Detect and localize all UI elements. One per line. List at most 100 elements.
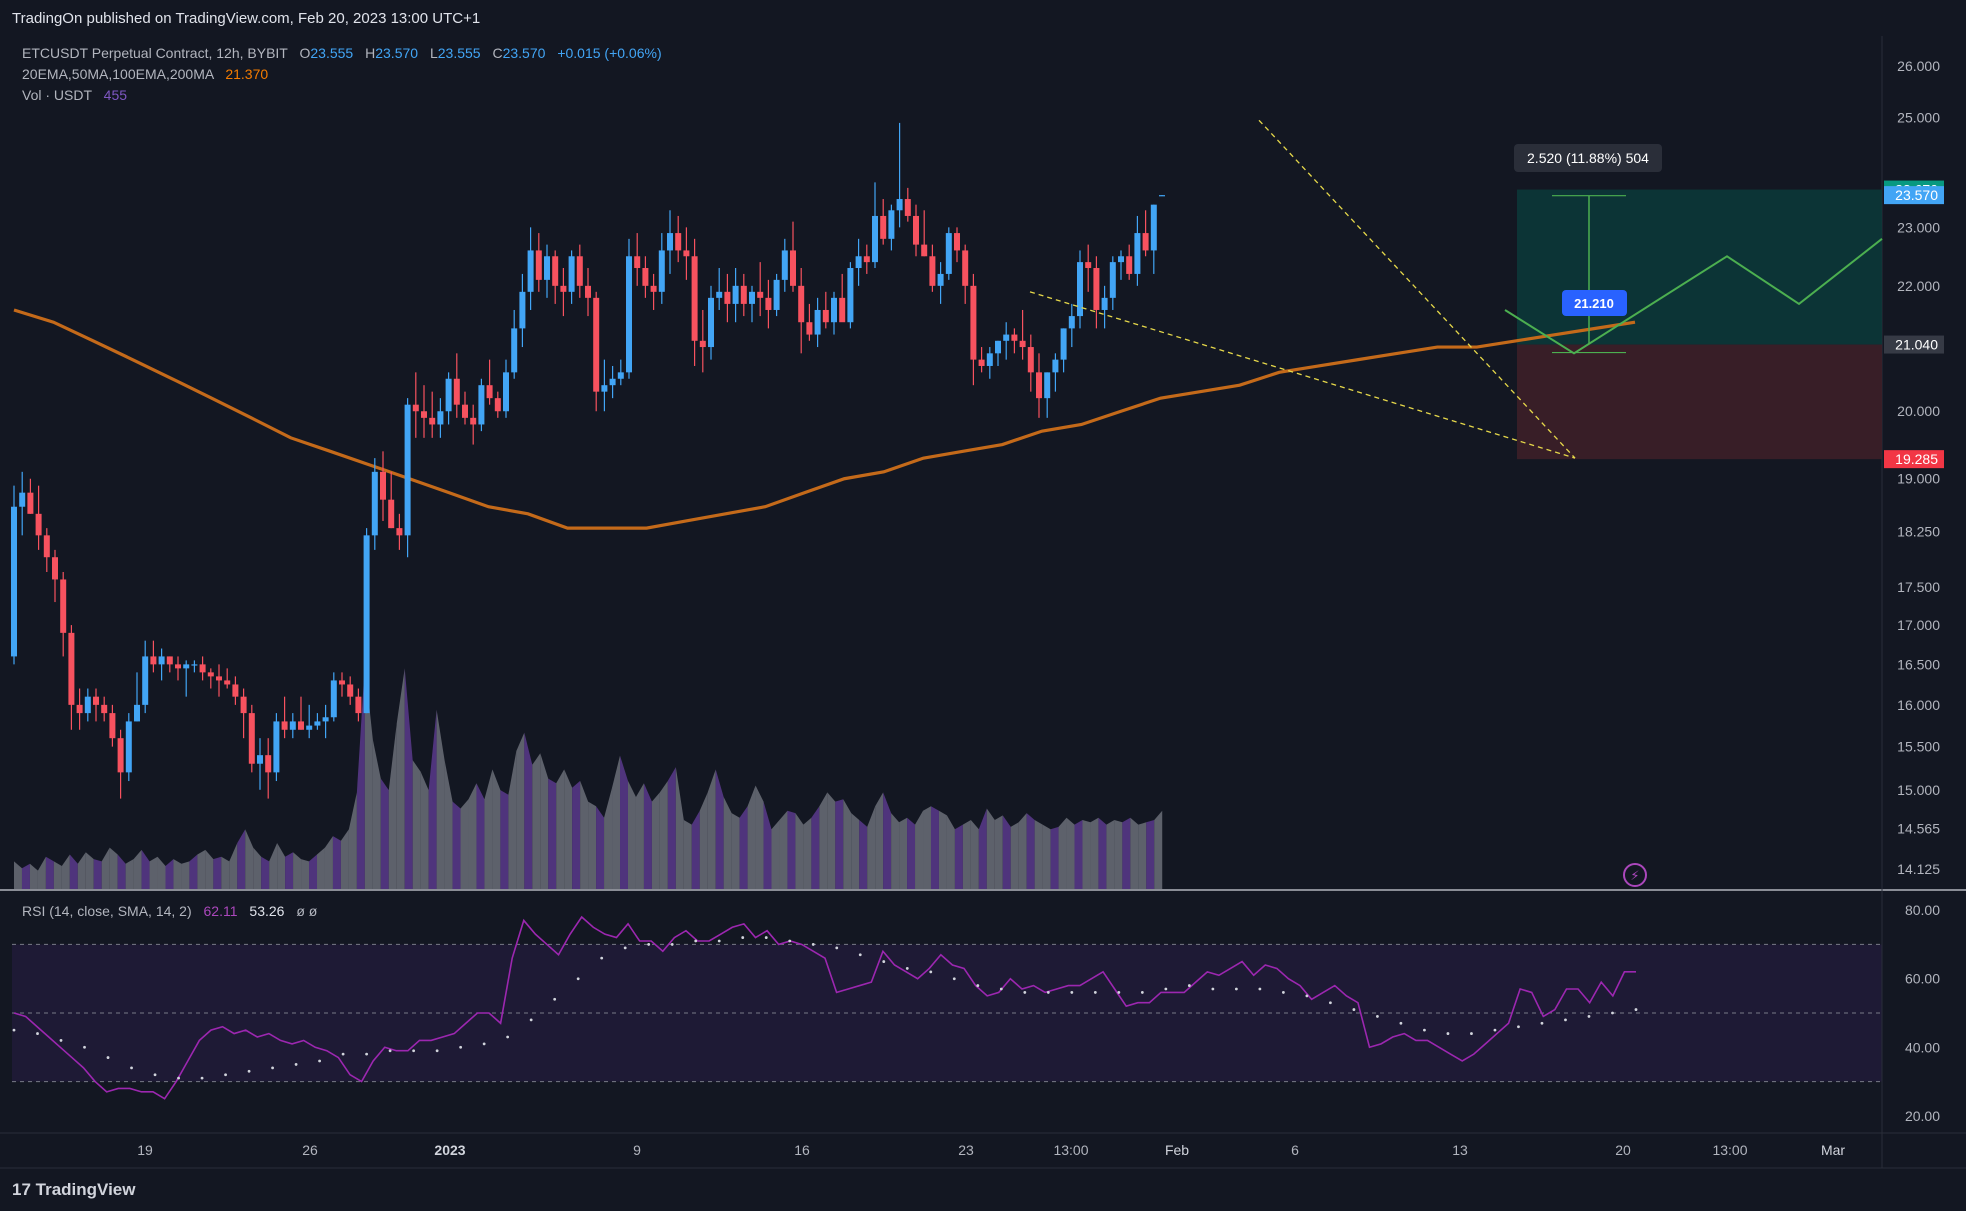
volume-bar [707, 769, 716, 889]
volume-bar [1106, 820, 1115, 889]
candle-body [134, 704, 140, 722]
volume-bar [659, 780, 668, 889]
candle-body [945, 233, 952, 274]
rsi-ma-dot [506, 1035, 510, 1039]
volume-bar [309, 854, 318, 889]
volume-bar [14, 861, 22, 889]
volume-bar [404, 668, 413, 889]
candle-body [781, 250, 788, 280]
candle-body [650, 285, 657, 292]
volume-bar [923, 806, 931, 889]
volume-legend[interactable]: Vol · USDT 455 [22, 87, 127, 103]
candle-body [757, 291, 764, 298]
time-tick: 26 [302, 1142, 318, 1158]
volume-bar [723, 797, 732, 889]
volume-bar [635, 783, 644, 889]
rsi-ma-dot [529, 1018, 533, 1022]
volume-bar [612, 755, 621, 889]
candle-body [560, 285, 567, 292]
rsi-ma-dot [1376, 1015, 1379, 1018]
rsi-ma-dot [59, 1039, 63, 1042]
price-tick: 20.000 [1897, 403, 1940, 419]
ohlc-close: 23.570 [502, 45, 546, 61]
rsi-ma-dot [576, 977, 580, 981]
candle-body [568, 256, 575, 292]
volume-bar [21, 863, 30, 889]
rsi-ma-dot [224, 1073, 227, 1077]
rsi-ma-dot [294, 1063, 298, 1066]
volume-bar [859, 820, 868, 889]
tradingview-logo[interactable]: 17 TradingView [12, 1180, 135, 1200]
rsi-ma-dot [200, 1076, 204, 1080]
volume-bar [946, 815, 955, 889]
rsi-ma-dot [1234, 987, 1238, 991]
candle-body [1027, 347, 1034, 373]
candle-body [716, 291, 723, 298]
candle-body [175, 664, 181, 669]
candle-body [626, 256, 632, 373]
candle-body [52, 557, 58, 580]
volume-bar [500, 790, 509, 889]
rsi-ma-dot [1634, 1008, 1638, 1011]
volume-bar [524, 732, 533, 889]
price-tick: 19.000 [1897, 471, 1940, 487]
rsi-ma-dot [694, 939, 698, 943]
volume-bar [332, 836, 341, 889]
price-badge-label: 21.040 [1895, 337, 1938, 353]
price-badge [1884, 335, 1944, 354]
candle-body [609, 378, 616, 386]
volume-bar [1114, 820, 1123, 889]
candle-body [691, 256, 698, 341]
symbol-legend[interactable]: ETCUSDT Perpetual Contract, 12h, BYBIT O… [22, 45, 662, 61]
candle-body [314, 721, 321, 726]
candle-body [470, 417, 477, 425]
volume-bar [165, 859, 174, 889]
volume-bar [930, 806, 939, 889]
candle-body [683, 250, 690, 257]
volume-bar [516, 732, 525, 889]
volume-bar [683, 820, 692, 889]
volume-bar [77, 852, 86, 889]
volume-bar [771, 820, 780, 889]
candle-body [806, 322, 813, 335]
candle-body [814, 309, 821, 335]
volume-bar [109, 847, 118, 889]
candle-body [929, 256, 936, 286]
volume-bar [580, 780, 589, 889]
volume-bar [667, 767, 676, 889]
volume-bar [627, 780, 636, 889]
rsi-ma-dot [435, 1049, 439, 1053]
volume-bar [396, 668, 405, 889]
volume-bar [324, 836, 333, 889]
candle-body [503, 372, 509, 412]
candle-body [224, 680, 231, 685]
candle-body [355, 696, 362, 714]
ohlc-l-label: L [429, 45, 438, 61]
price-tick: 14.125 [1897, 861, 1940, 877]
ma-legend[interactable]: 20EMA,50MA,100EMA,200MA 21.370 [22, 66, 268, 82]
rsi-ma-dot [929, 970, 933, 974]
volume-bar [691, 810, 700, 889]
price-badge-label: 19.285 [1895, 451, 1938, 467]
candle-body [552, 256, 559, 286]
rsi-ma-dot [905, 967, 909, 970]
candle-body [322, 717, 329, 722]
candle-body [937, 273, 944, 286]
rsi-ma-dot [130, 1066, 133, 1070]
volume-bar [133, 849, 142, 889]
candle-body [68, 632, 75, 705]
candle-body [158, 656, 165, 665]
candle-body [371, 471, 378, 536]
volume-bar [596, 806, 605, 889]
volume-bar [938, 810, 947, 889]
candle-body [863, 256, 870, 263]
rsi-legend[interactable]: RSI (14, close, SMA, 14, 2) 62.11 53.26 … [22, 903, 317, 919]
candle-body [913, 215, 919, 245]
rsi-ma-dot [623, 946, 627, 950]
price-tick: 22.000 [1897, 278, 1940, 294]
volume-bar [340, 829, 349, 889]
volume-bar [101, 847, 110, 889]
volume-bar [1066, 817, 1075, 889]
volume-bar [875, 792, 884, 889]
